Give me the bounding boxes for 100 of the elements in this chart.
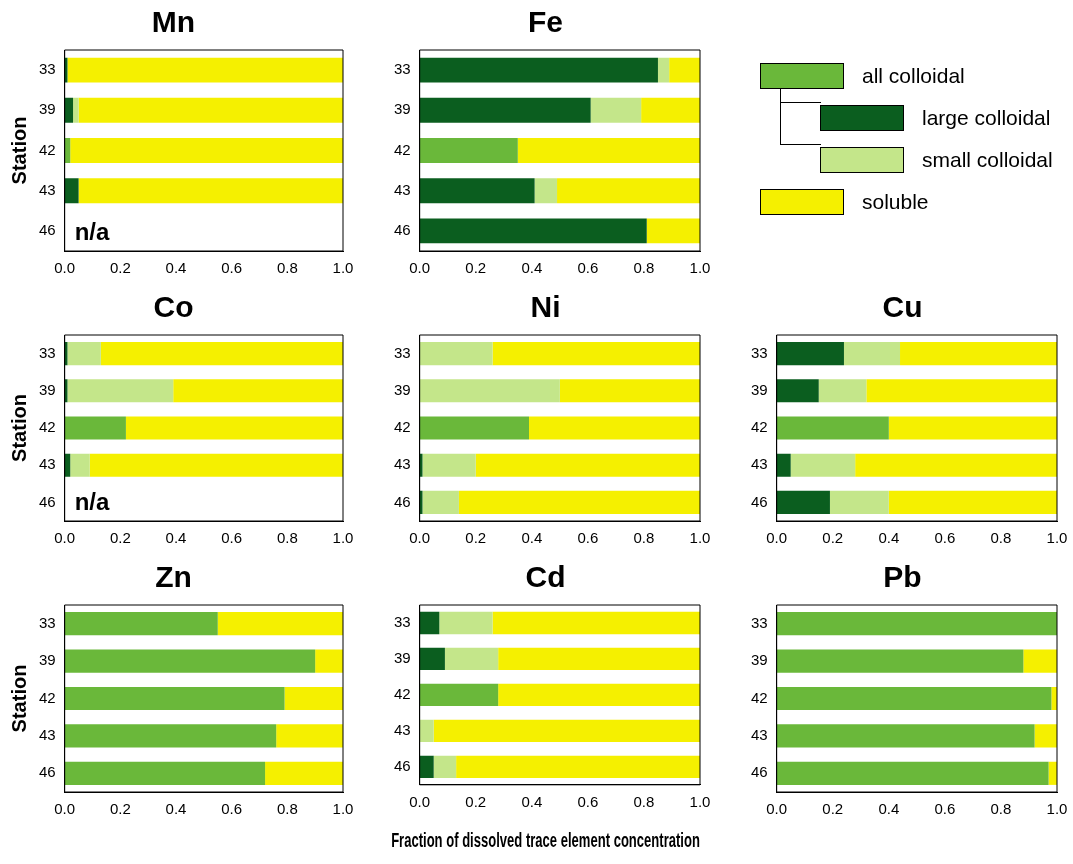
bar bbox=[498, 647, 700, 671]
bar bbox=[458, 490, 700, 514]
x-tick-label: 0.6 bbox=[221, 529, 243, 547]
x-tick-label: 0.2 bbox=[465, 529, 487, 547]
x-tick-label: 0.6 bbox=[221, 800, 243, 818]
y-tick-label: 42 bbox=[39, 140, 56, 158]
chart-title: Cd bbox=[525, 560, 566, 594]
y-tick-label: 39 bbox=[394, 100, 411, 118]
bar bbox=[422, 490, 459, 514]
y-tick-label: 42 bbox=[39, 688, 56, 706]
bar bbox=[125, 416, 343, 440]
legend-label: large colloidal bbox=[922, 106, 1051, 130]
y-tick-label: 39 bbox=[751, 380, 768, 398]
y-tick-label: 33 bbox=[39, 60, 56, 78]
bar bbox=[776, 342, 844, 366]
bar bbox=[64, 761, 266, 785]
bar bbox=[475, 453, 700, 477]
bar bbox=[444, 647, 499, 671]
y-tick-label: 42 bbox=[751, 688, 768, 706]
y-tick-label: 43 bbox=[394, 721, 411, 738]
bar bbox=[89, 453, 343, 477]
bar bbox=[590, 97, 642, 123]
x-tick-label: 0.6 bbox=[577, 529, 599, 547]
bar bbox=[419, 416, 530, 440]
bar bbox=[64, 178, 79, 204]
bar bbox=[64, 612, 218, 636]
bar bbox=[843, 342, 901, 366]
chart-title: Ni bbox=[530, 290, 561, 324]
bar bbox=[888, 490, 1057, 514]
bar bbox=[439, 611, 493, 635]
bar bbox=[419, 647, 445, 671]
bar bbox=[64, 97, 74, 123]
legend-label: small colloidal bbox=[922, 148, 1053, 172]
bar bbox=[888, 416, 1057, 440]
bar bbox=[64, 453, 71, 477]
x-tick-label: 0.2 bbox=[109, 800, 131, 818]
y-tick-label: 39 bbox=[39, 651, 56, 669]
x-tick-label: 0.6 bbox=[577, 259, 599, 277]
y-tick-label: 33 bbox=[751, 343, 768, 361]
x-tick-label: 0.4 bbox=[521, 259, 543, 277]
bar bbox=[67, 57, 343, 83]
x-tick-label: 0.0 bbox=[54, 529, 76, 547]
bar bbox=[422, 453, 476, 477]
y-tick-label: 46 bbox=[39, 492, 56, 510]
bar bbox=[70, 138, 343, 163]
bar bbox=[217, 612, 343, 636]
bar bbox=[419, 755, 434, 778]
x-tick-label: 0.8 bbox=[276, 800, 298, 818]
bar bbox=[776, 612, 1057, 636]
x-tick-label: 0.4 bbox=[878, 529, 900, 547]
x-tick-label: 1.0 bbox=[1046, 529, 1068, 547]
x-tick-label: 1.0 bbox=[1046, 800, 1068, 818]
x-tick-label: 1.0 bbox=[689, 259, 711, 277]
bar bbox=[419, 683, 499, 707]
x-tick-label: 0.2 bbox=[109, 259, 131, 277]
y-tick-label: 43 bbox=[39, 455, 56, 473]
bar bbox=[419, 57, 658, 83]
y-tick-label: 33 bbox=[394, 60, 411, 78]
y-tick-label: 42 bbox=[394, 685, 411, 703]
bar bbox=[73, 97, 79, 123]
bar bbox=[534, 178, 558, 204]
bar bbox=[529, 416, 700, 440]
bar bbox=[433, 719, 700, 743]
y-tick-label: 43 bbox=[39, 180, 56, 198]
x-tick-label: 0.4 bbox=[165, 259, 187, 277]
x-tick-label: 0.2 bbox=[822, 800, 844, 818]
bar bbox=[173, 379, 343, 403]
bar bbox=[818, 379, 867, 403]
x-tick-label: 0.8 bbox=[990, 800, 1012, 818]
bar bbox=[64, 138, 71, 163]
bar bbox=[419, 97, 591, 123]
bar bbox=[64, 416, 126, 440]
y-tick-label: 46 bbox=[39, 763, 56, 781]
x-tick-label: 0.0 bbox=[409, 259, 431, 277]
bar bbox=[433, 755, 457, 778]
bar bbox=[315, 649, 343, 673]
bar bbox=[456, 755, 700, 778]
x-tick-label: 0.2 bbox=[109, 529, 131, 547]
x-tick-label: 0.4 bbox=[165, 800, 187, 818]
bar bbox=[64, 686, 285, 711]
x-tick-label: 1.0 bbox=[332, 800, 354, 818]
bar bbox=[1034, 724, 1057, 748]
bar bbox=[641, 97, 700, 123]
y-tick-label: 33 bbox=[394, 343, 411, 361]
y-tick-label: 43 bbox=[751, 455, 768, 473]
y-tick-label: 42 bbox=[39, 418, 56, 436]
x-tick-label: 0.0 bbox=[766, 529, 788, 547]
x-tick-label: 0.4 bbox=[878, 800, 900, 818]
x-tick-label: 0.6 bbox=[577, 792, 599, 810]
x-tick-label: 0.0 bbox=[54, 259, 76, 277]
y-tick-label: 33 bbox=[39, 613, 56, 631]
bar bbox=[70, 453, 90, 477]
y-tick-label: 42 bbox=[751, 418, 768, 436]
y-tick-label: 46 bbox=[394, 756, 411, 774]
bar bbox=[64, 649, 316, 673]
x-tick-label: 0.0 bbox=[766, 800, 788, 818]
x-tick-label: 0.8 bbox=[276, 259, 298, 277]
bar bbox=[669, 57, 700, 83]
y-tick-label: 33 bbox=[394, 613, 411, 631]
y-tick-label: 39 bbox=[39, 100, 56, 118]
